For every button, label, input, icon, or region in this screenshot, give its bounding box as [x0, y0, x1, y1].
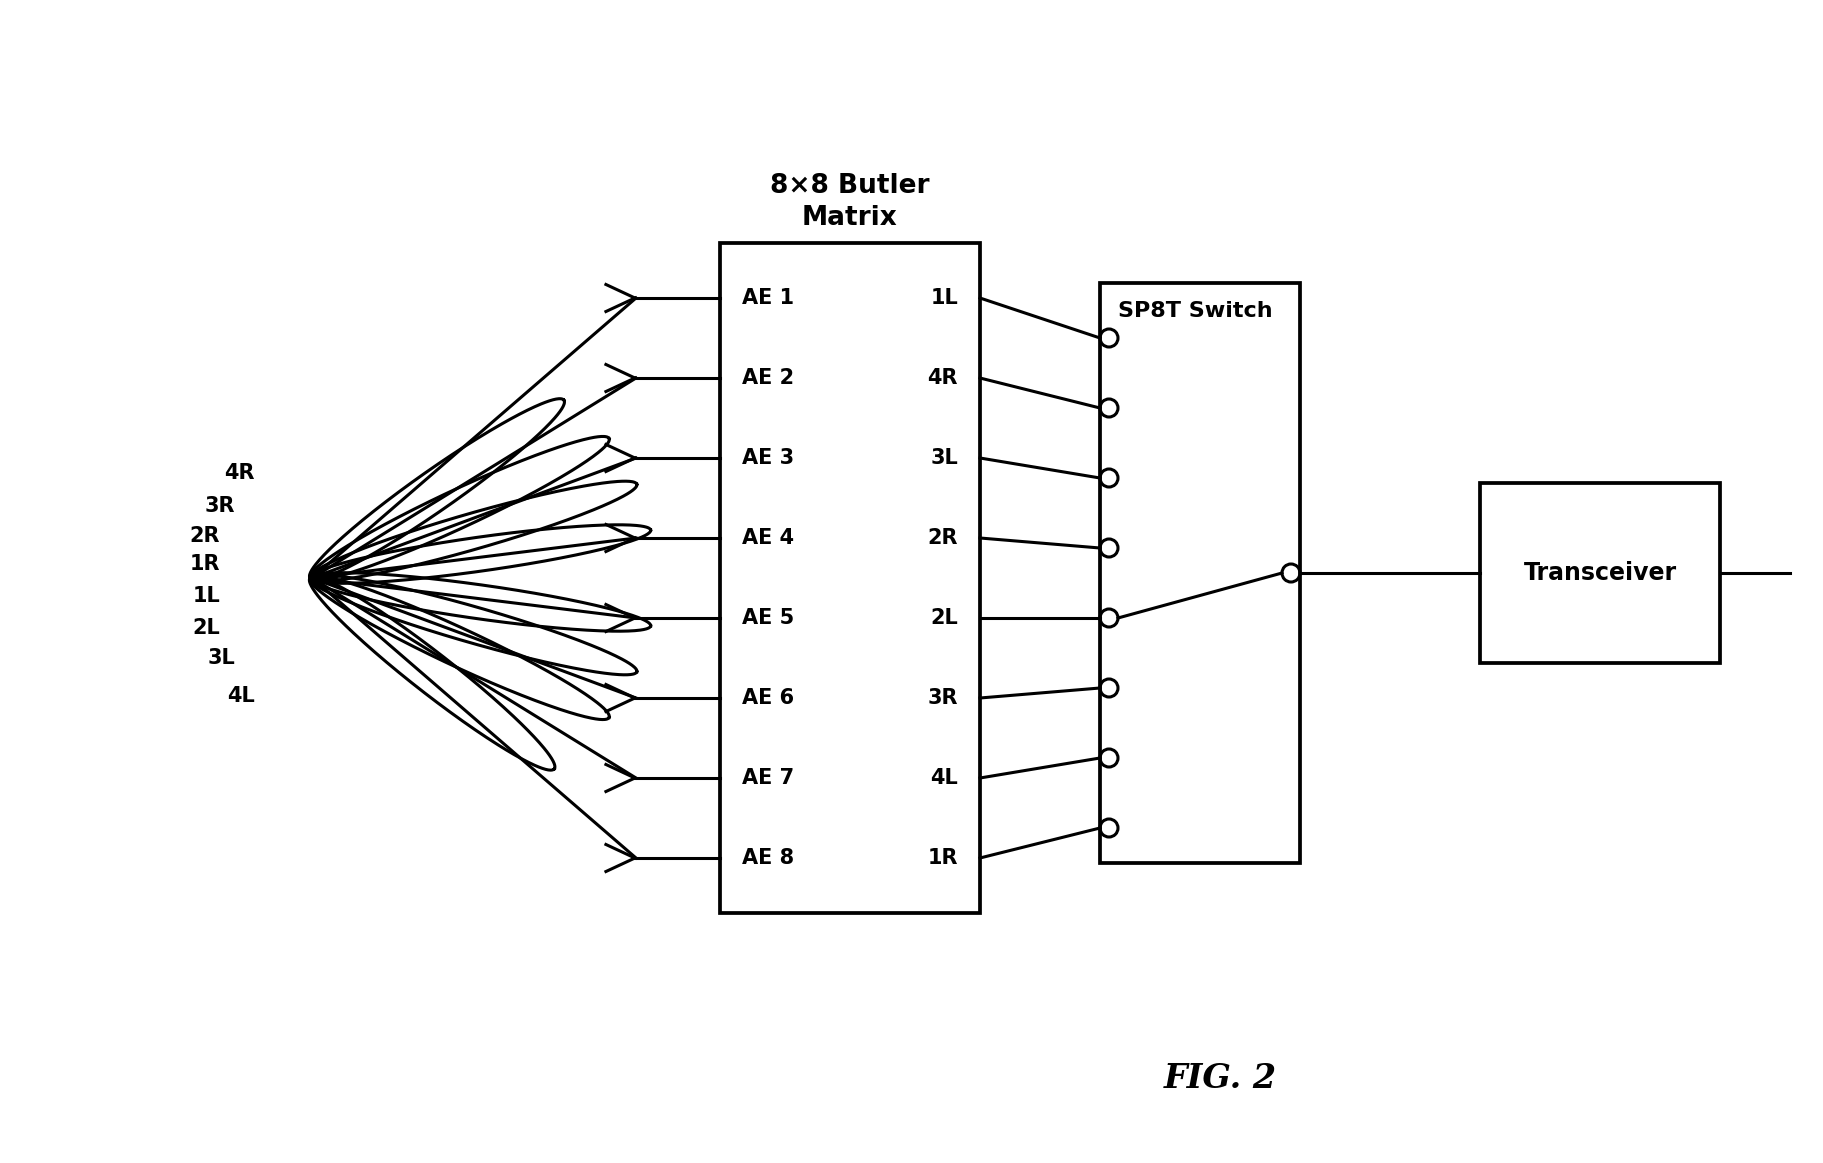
Text: 4R: 4R [926, 368, 957, 388]
Text: 8×8 Butler
Matrix: 8×8 Butler Matrix [769, 173, 930, 231]
Text: 4R: 4R [224, 463, 255, 483]
Text: SP8T Switch: SP8T Switch [1117, 301, 1272, 321]
Bar [720, 243, 979, 913]
Text: 3R: 3R [926, 688, 957, 708]
Text: 1L: 1L [930, 288, 957, 308]
Bar [1478, 483, 1719, 663]
Text: 4L: 4L [930, 768, 957, 789]
Text: 2L: 2L [930, 608, 957, 628]
Text: 1R: 1R [926, 848, 957, 868]
Bar [1099, 283, 1300, 863]
Text: 2L: 2L [191, 618, 221, 638]
Text: 2R: 2R [926, 528, 957, 548]
Text: AE 5: AE 5 [742, 608, 793, 628]
Text: 3R: 3R [204, 495, 235, 516]
Text: 3L: 3L [208, 648, 235, 668]
Text: AE 4: AE 4 [742, 528, 793, 548]
Text: 4L: 4L [228, 686, 255, 706]
Text: Transceiver: Transceiver [1522, 561, 1675, 585]
Text: 1R: 1R [190, 554, 221, 575]
Text: AE 2: AE 2 [742, 368, 793, 388]
Text: AE 3: AE 3 [742, 448, 793, 468]
Text: AE 7: AE 7 [742, 768, 793, 789]
Text: 3L: 3L [930, 448, 957, 468]
Text: AE 1: AE 1 [742, 288, 793, 308]
Text: FIG. 2: FIG. 2 [1163, 1062, 1276, 1094]
Text: 1L: 1L [191, 586, 221, 606]
Text: 2R: 2R [190, 526, 221, 545]
Text: AE 6: AE 6 [742, 688, 793, 708]
Text: AE 8: AE 8 [742, 848, 793, 868]
